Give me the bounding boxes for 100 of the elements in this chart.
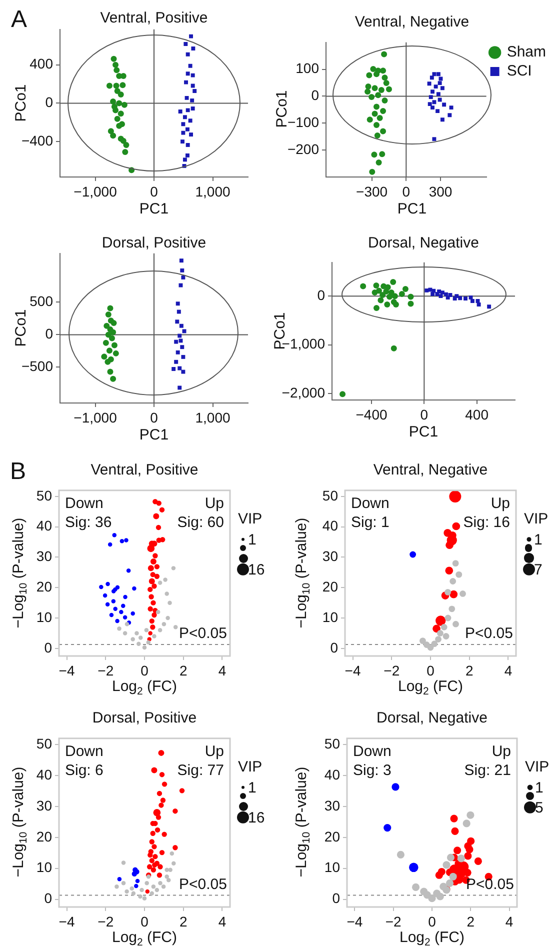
point xyxy=(101,354,108,360)
point xyxy=(186,153,190,158)
point xyxy=(181,354,186,359)
point xyxy=(372,85,378,92)
y-tick-label: 10 xyxy=(324,859,340,876)
y-tick-label: 40 xyxy=(322,518,338,534)
point xyxy=(192,89,197,94)
y-tick-label: 10 xyxy=(36,859,52,876)
y-tick-label: 40 xyxy=(324,766,340,782)
point xyxy=(176,302,180,306)
point xyxy=(364,88,371,95)
legend-label: 16 xyxy=(248,562,265,579)
legend-label: 5 xyxy=(535,800,544,817)
point xyxy=(186,72,190,76)
x-tick-label: 1,000 xyxy=(195,183,230,200)
annotation: Down Sig: 36 xyxy=(65,495,112,532)
y-tick-label: 0 xyxy=(44,639,52,656)
chart-title: Ventral, Negative xyxy=(354,14,470,30)
point xyxy=(374,122,380,128)
annotation: Down Sig: 3 xyxy=(353,743,392,780)
point xyxy=(372,110,378,117)
y-axis-title: PCo1 xyxy=(12,84,30,122)
point xyxy=(116,122,122,129)
point xyxy=(107,368,114,375)
point xyxy=(190,106,195,110)
point xyxy=(376,159,382,166)
point xyxy=(110,132,116,139)
point xyxy=(174,360,178,364)
point xyxy=(476,302,481,306)
chart-title: Ventral, Negative xyxy=(373,462,488,478)
y-tick-label: 50 xyxy=(36,487,52,504)
point xyxy=(380,128,386,134)
point xyxy=(105,312,112,318)
y-tick-label: −500 xyxy=(21,358,54,374)
legend-title: VIP xyxy=(238,758,262,776)
x-tick-label: −2 xyxy=(98,913,114,930)
point xyxy=(112,62,119,68)
point xyxy=(120,138,126,144)
legend-label: 1 xyxy=(535,780,544,797)
x-tick-label: 4 xyxy=(218,913,226,930)
point xyxy=(436,92,440,96)
x-tick-label: −4 xyxy=(58,662,75,678)
point xyxy=(184,80,188,84)
point xyxy=(374,71,380,78)
point xyxy=(118,110,124,117)
point xyxy=(487,304,492,309)
point xyxy=(427,82,432,86)
y-tick-label: 0 xyxy=(330,639,338,656)
chart-title: Ventral, Positive xyxy=(90,462,198,478)
y-tick-label: 10 xyxy=(322,608,338,625)
annotation: Up Sig: 21 xyxy=(464,743,511,780)
y-tick-label: 0 xyxy=(45,326,54,342)
point xyxy=(448,113,452,118)
legend-label: 1 xyxy=(248,532,256,549)
point xyxy=(178,386,182,390)
legend-label: Sham xyxy=(506,44,546,61)
point xyxy=(390,279,396,286)
chart-title: Dorsal, Negative xyxy=(376,710,488,726)
point xyxy=(452,296,457,300)
point xyxy=(121,102,128,108)
point xyxy=(458,296,462,300)
y-tick-label: 30 xyxy=(36,797,52,814)
x-axis-title: PC1 xyxy=(139,426,169,444)
point xyxy=(381,51,388,58)
x-axis-title: PC1 xyxy=(139,200,169,218)
x-tick-label: 0 xyxy=(426,662,435,678)
point xyxy=(111,342,118,348)
point xyxy=(179,258,184,263)
point xyxy=(107,305,114,312)
point xyxy=(384,302,390,308)
point xyxy=(122,148,128,155)
annotation: Down Sig: 6 xyxy=(65,743,104,780)
point xyxy=(464,296,468,300)
annotation: Up Sig: 77 xyxy=(177,743,224,780)
y-tick-label: 100 xyxy=(296,60,320,76)
point xyxy=(360,283,366,290)
point xyxy=(430,106,434,110)
x-tick-label: 300 xyxy=(428,183,452,200)
point xyxy=(380,108,386,114)
y-tick-label: −400 xyxy=(21,132,54,148)
x-tick-label: −2 xyxy=(98,662,114,678)
y-tick-label: 30 xyxy=(36,548,52,564)
y-tick-label: 0 xyxy=(332,890,340,906)
point xyxy=(374,132,380,139)
point xyxy=(179,324,184,328)
point xyxy=(184,96,189,100)
point xyxy=(175,320,180,324)
x-tick-label: −1,000 xyxy=(74,183,118,200)
x-axis-title: PC1 xyxy=(408,424,438,440)
y-tick-label: 30 xyxy=(322,548,338,564)
y-tick-label: 500 xyxy=(30,293,54,310)
x-axis-title: PC1 xyxy=(397,200,427,218)
y-tick-label: 0 xyxy=(45,94,54,110)
point xyxy=(442,102,446,107)
point xyxy=(430,90,434,94)
point xyxy=(402,286,408,292)
point xyxy=(186,127,190,132)
point xyxy=(114,88,120,94)
point xyxy=(432,137,436,142)
point xyxy=(186,108,190,112)
